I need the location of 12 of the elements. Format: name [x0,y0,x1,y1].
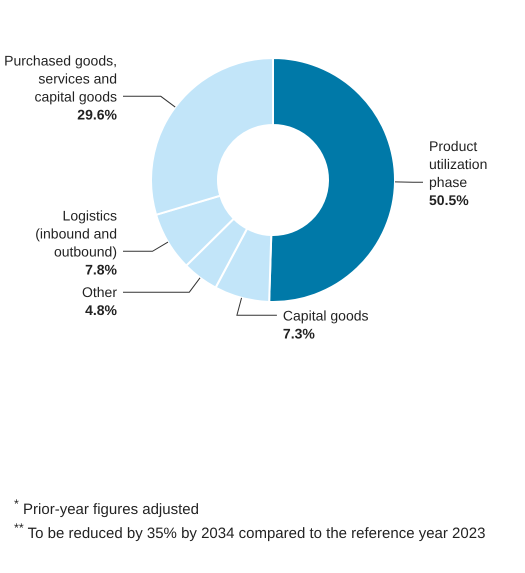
data-label: 7.8% [85,261,118,278]
text: $^{**}$ To be reduced by 35% by 2034 compared to the reference year 2023 [14,520,486,543]
slice-label: Purchased goods, services and capital goods [4,52,117,104]
data-label: 29.6% [77,106,118,122]
text: $^{*}$ Prior-year figures adjusted [14,496,200,519]
slice-label: Capital goods [282,307,369,324]
slice-label: Other [82,284,118,300]
slice-label: Logistics (inbound and outbound) [35,207,117,260]
data-label: 50.5% [429,192,470,208]
data-label: 4.8% [85,302,118,318]
data-label: 7.3% [282,325,316,342]
slice-label: Product utilization phase [429,138,488,190]
